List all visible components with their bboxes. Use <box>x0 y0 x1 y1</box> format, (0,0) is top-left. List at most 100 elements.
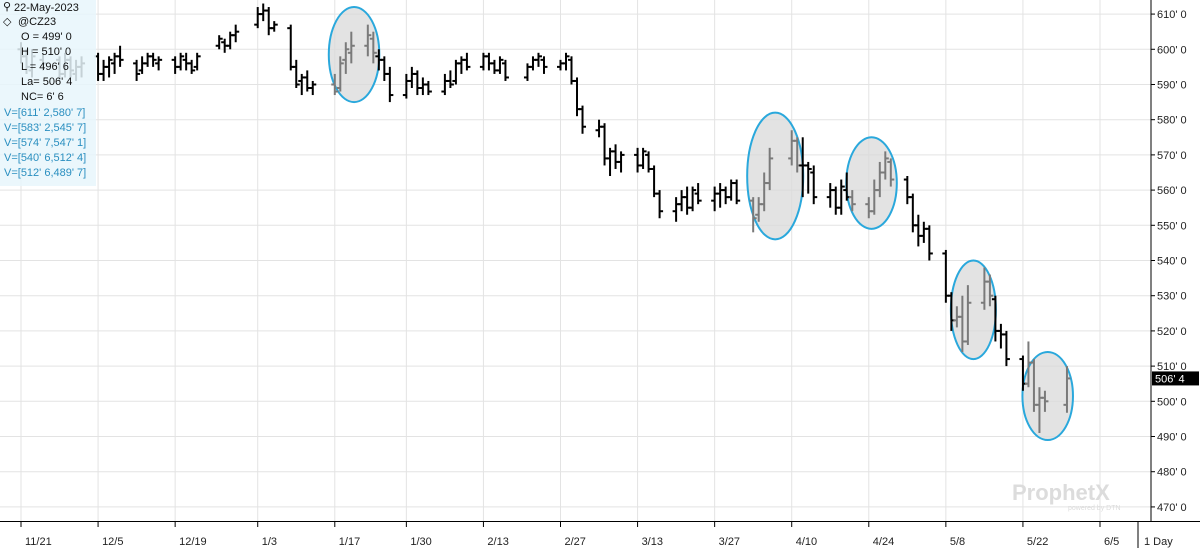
grid-layer <box>0 0 1151 521</box>
x-tick-label: 3/27 <box>719 536 740 548</box>
ohlc-bar <box>887 158 895 187</box>
ohlc-bar <box>463 52 471 71</box>
ohlc-bar <box>364 24 372 57</box>
y-tick-label: 590' 0 <box>1157 79 1187 91</box>
ohlc-bars <box>17 3 1071 433</box>
y-tick-label: 520' 0 <box>1157 326 1187 338</box>
ohlc-bar <box>177 52 185 71</box>
x-tick-label: 3/13 <box>642 536 663 548</box>
y-tick-label: 530' 0 <box>1157 291 1187 303</box>
ohlc-bar <box>336 56 344 92</box>
volume-line: V=[512' 6,489' 7] <box>4 167 87 179</box>
ohlc-bar <box>446 70 454 89</box>
ohlc-bar <box>579 105 587 134</box>
ohlc-bar <box>347 31 355 64</box>
y-tick-label: 480' 0 <box>1157 467 1187 479</box>
date-label: 22-May-2023 <box>14 2 79 14</box>
x-tick-label: 1/3 <box>262 536 277 548</box>
ohlc-bar <box>656 190 664 219</box>
x-tick-label: 4/10 <box>796 536 817 548</box>
ohlc-bar <box>149 52 157 67</box>
ohlc-bar <box>501 59 509 81</box>
symbol-label: @CZ23 <box>18 16 57 28</box>
interval-label: 1 Day <box>1144 536 1173 548</box>
ohlc-bar <box>881 151 889 180</box>
ohlc-bar <box>155 56 163 71</box>
y-tick-label: 560' 0 <box>1157 185 1187 197</box>
ohlc-bar <box>562 52 570 71</box>
y-tick-label: 580' 0 <box>1157 115 1187 127</box>
ohlc-bar <box>804 161 812 194</box>
x-tick-label: 1/17 <box>339 536 360 548</box>
last-value: La= 506' 4 <box>21 76 73 88</box>
x-tick-label: 6/5 <box>1104 536 1119 548</box>
highlight-ellipse <box>746 111 805 241</box>
ohlc-bar <box>116 45 124 67</box>
search-icon[interactable]: ⚲ <box>3 1 12 13</box>
ohlc-bar <box>424 80 432 96</box>
ohlc-bar <box>292 59 300 89</box>
volume-line: V=[611' 2,580' 7] <box>4 107 86 119</box>
ohlc-bar <box>689 186 697 212</box>
x-tick-label: 11/21 <box>25 536 52 548</box>
diamond-icon[interactable]: ◇ <box>3 16 12 28</box>
ohlc-bar <box>810 165 818 205</box>
prophetx-watermark: ProphetX powered by DTN <box>1012 480 1121 512</box>
ohlc-bar <box>232 24 240 43</box>
ohlc-bar <box>766 147 774 191</box>
watermark-subtext: powered by DTN <box>1068 505 1121 512</box>
high-value: H = 510' 0 <box>21 46 72 58</box>
x-tick-label: 12/5 <box>102 536 123 548</box>
y-tick-label: 470' 0 <box>1157 502 1187 514</box>
volume-line: V=[574' 7,547' 1] <box>4 137 87 149</box>
x-tick-label: 5/22 <box>1027 536 1048 548</box>
watermark-text: ProphetX <box>1012 480 1110 505</box>
ohlc-bar <box>188 59 196 74</box>
y-tick-label: 570' 0 <box>1157 150 1187 162</box>
ohlc-bar <box>749 197 757 233</box>
x-tick-label: 2/27 <box>565 536 586 548</box>
y-tick-label: 550' 0 <box>1157 220 1187 232</box>
x-tick-label: 12/19 <box>179 536 207 548</box>
x-tick-label: 1/30 <box>410 536 431 548</box>
ohlc-bar <box>964 285 972 345</box>
x-tick-label: 5/8 <box>950 536 965 548</box>
ohlc-bar <box>848 190 856 212</box>
ohlc-bar <box>540 56 548 74</box>
ohlc-bar <box>986 274 994 307</box>
x-tick-label: 2/13 <box>487 536 508 548</box>
y-tick-label: 600' 0 <box>1157 44 1187 56</box>
net-change-value: NC= 6' 6 <box>21 91 64 103</box>
ohlc-bar <box>342 42 350 74</box>
x-tick-label: 4/24 <box>873 536 894 548</box>
highlight-ellipse <box>327 6 381 104</box>
y-tick-label: 610' 0 <box>1157 9 1187 21</box>
ohlc-bar <box>1041 390 1049 412</box>
y-tick-label: 540' 0 <box>1157 256 1187 268</box>
ohlc-bar <box>617 151 625 173</box>
ohlc-bar <box>694 183 702 205</box>
highlight-ellipses <box>327 6 1074 442</box>
ohlc-bar <box>733 179 741 205</box>
y-tick-label: 510' 0 <box>1157 361 1187 373</box>
ohlc-bar <box>133 59 141 81</box>
info-panel: ⚲ 22-May-2023 ◇ @CZ23 O = 499' 0 H = 510… <box>0 0 96 186</box>
ohlc-bar <box>837 179 845 215</box>
highlight-ellipse <box>1021 351 1074 442</box>
ohlc-bar <box>193 52 201 71</box>
ohlc-bar <box>1002 330 1010 367</box>
ohlc-bar <box>309 80 317 96</box>
y-tick-label: 500' 0 <box>1157 396 1187 408</box>
open-value: O = 499' 0 <box>21 31 72 43</box>
last-price-label: 506' 4 <box>1155 373 1185 385</box>
ohlc-bar <box>534 52 542 67</box>
ohlc-bar <box>496 56 504 74</box>
low-value: L = 496' 6 <box>21 61 69 73</box>
volume-line: V=[540' 6,512' 4] <box>4 152 87 164</box>
ohlc-bar <box>639 147 647 169</box>
ohlc-bar <box>1063 366 1071 413</box>
volume-line: V=[583' 2,545' 7] <box>4 122 87 134</box>
